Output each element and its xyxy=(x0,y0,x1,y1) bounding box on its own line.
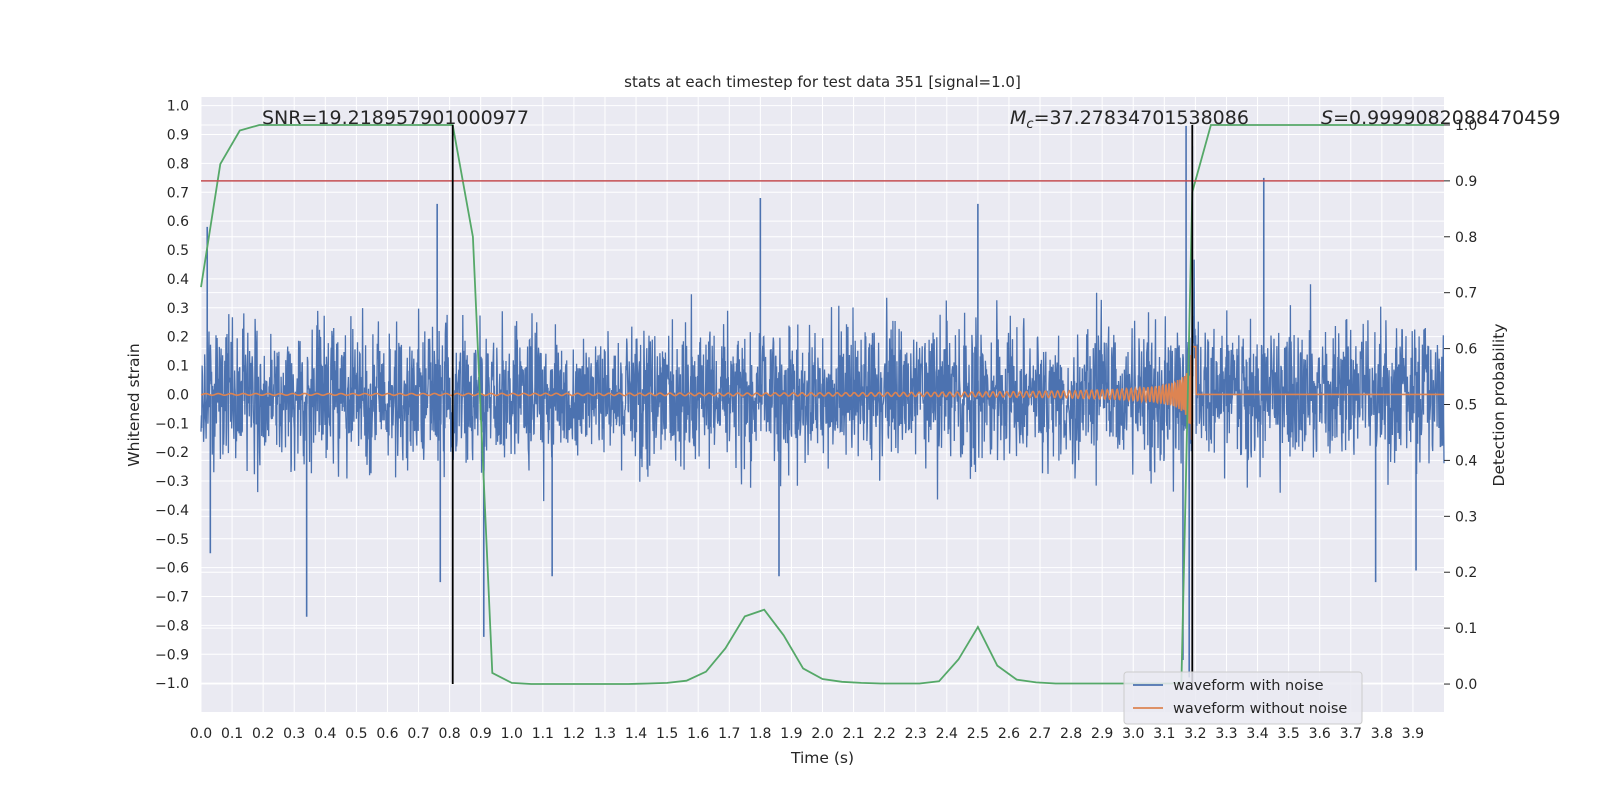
y-tick-label: −0.5 xyxy=(155,532,189,548)
x-tick-label: 0.4 xyxy=(314,726,336,742)
y-tick-label: −0.9 xyxy=(155,647,189,663)
y-tick-label: −0.6 xyxy=(155,561,189,577)
threshold-and-markers xyxy=(201,124,1444,685)
x-tick-label: 2.6 xyxy=(998,726,1020,742)
x-tick-label: 2.9 xyxy=(1091,726,1113,742)
x-tick-label: 1.1 xyxy=(532,726,554,742)
x-tick-label: 0.6 xyxy=(376,726,398,742)
x-tick-label: 3.5 xyxy=(1277,726,1299,742)
y-tick-label: 0.9 xyxy=(167,128,189,144)
x-tick-label: 3.4 xyxy=(1246,726,1268,742)
noise-waveform-line xyxy=(200,259,1445,502)
x-tick-label: 3.3 xyxy=(1215,726,1237,742)
x-tick-label: 0.2 xyxy=(252,726,274,742)
y2-tick-label: 0.7 xyxy=(1455,286,1477,302)
legend-label-noise: waveform with noise xyxy=(1173,678,1324,694)
x-tick-label: 2.5 xyxy=(967,726,989,742)
x-tick-label: 0.0 xyxy=(190,726,212,742)
series-detection-probability xyxy=(200,124,1444,685)
x-tick-label: 3.7 xyxy=(1340,726,1362,742)
snr-annotation: SNR=19.218957901000977 xyxy=(262,107,529,129)
y2-tick-label: 0.3 xyxy=(1455,509,1477,525)
y2-tick-label: 0.4 xyxy=(1455,453,1477,469)
clean-waveform-line xyxy=(200,345,1444,440)
x-tick-label: 3.0 xyxy=(1122,726,1144,742)
y2-tick-label: 0.8 xyxy=(1455,230,1477,246)
y-tick-label: 1.0 xyxy=(167,99,189,115)
x-tick-label: 2.8 xyxy=(1060,726,1082,742)
y-tick-label: 0.1 xyxy=(167,359,189,375)
x-tick-label: 2.0 xyxy=(811,726,833,742)
x-tick-label: 0.5 xyxy=(345,726,367,742)
y-tick-label: −0.7 xyxy=(155,590,189,606)
y-tick-label: −0.8 xyxy=(155,618,189,634)
score-annotation: S=0.9999082088470459 xyxy=(1321,107,1561,129)
x-tick-label: 1.6 xyxy=(687,726,709,742)
y-tick-labels: 1.0 0.9 0.8 0.7 0.6 0.5 0.4 0.3 0.2 0.1 0.0 −0.1 −0.… xyxy=(155,99,189,692)
x-tick-label: 1.0 xyxy=(501,726,523,742)
x-tick-label: 1.3 xyxy=(594,726,616,742)
x-tick-labels: 0.0 0.1 0.2 0.3 0.4 0.5 0.6 0.7 0.8 0.9 1.0 1.1 1.2 1… xyxy=(190,726,1424,742)
chirp-mass-value: =37.27834701538086 xyxy=(1034,107,1249,129)
x-tick-label: 2.3 xyxy=(905,726,927,742)
x-tick-label: 2.2 xyxy=(874,726,896,742)
y-tick-label: −0.1 xyxy=(155,416,189,432)
x-tick-label: 2.7 xyxy=(1029,726,1051,742)
x-axis-label: Time (s) xyxy=(790,749,854,767)
legend-box xyxy=(1123,671,1363,725)
y-tick-label: 0.3 xyxy=(167,301,189,317)
legend: waveform with noise waveform without noi… xyxy=(1123,671,1363,725)
x-tick-label: 1.4 xyxy=(625,726,647,742)
x-tick-label: 0.1 xyxy=(221,726,243,742)
x-tick-label: 0.3 xyxy=(283,726,305,742)
y-tick-label: 0.5 xyxy=(167,243,189,259)
chirp-mass-subscript: c xyxy=(1026,117,1033,132)
chart-title: stats at each timestep for test data 351… xyxy=(624,73,1021,91)
x-tick-label: 1.5 xyxy=(656,726,678,742)
y2-axis-label: Detection probability xyxy=(1490,324,1508,487)
y2-tick-label: 1.0 xyxy=(1455,118,1477,134)
x-tick-label: 0.8 xyxy=(438,726,460,742)
series-waveform-without-noise xyxy=(200,345,1444,440)
y2-tick-label: 0.1 xyxy=(1455,621,1477,637)
x-tick-label: 3.1 xyxy=(1153,726,1175,742)
y-axis-label: Whitened strain xyxy=(125,343,143,466)
x-tick-label: 3.2 xyxy=(1184,726,1206,742)
x-tick-label: 2.1 xyxy=(842,726,864,742)
y-tick-label: −0.4 xyxy=(155,503,189,519)
y2-tick-label: 0.2 xyxy=(1455,565,1477,581)
y2-tick-label: 0.6 xyxy=(1455,342,1477,358)
y-tick-label: 0.7 xyxy=(167,185,189,201)
y2-tick-label: 0.5 xyxy=(1455,398,1477,414)
y-tick-label: 0.0 xyxy=(167,387,189,403)
y-tick-label: 0.4 xyxy=(167,272,189,288)
x-tick-label: 0.7 xyxy=(407,726,429,742)
y-tick-label: 0.2 xyxy=(167,330,189,346)
x-tick-label: 1.7 xyxy=(718,726,740,742)
y2-tick-label: 0.9 xyxy=(1455,174,1477,190)
x-tick-label: 3.9 xyxy=(1402,726,1424,742)
x-tick-label: 1.8 xyxy=(749,726,771,742)
x-tick-label: 2.4 xyxy=(936,726,958,742)
chirp-mass-symbol: M xyxy=(1010,107,1026,129)
x-tick-label: 1.2 xyxy=(563,726,585,742)
x-tick-label: 0.9 xyxy=(470,726,492,742)
legend-label-clean: waveform without noise xyxy=(1173,701,1347,717)
x-tick-label: 3.6 xyxy=(1309,726,1331,742)
y-tick-label: 0.6 xyxy=(167,214,189,230)
y2-tick-labels: 1.0 0.9 0.8 0.7 0.6 0.5 0.4 0.3 0.2 0.1 0.0 xyxy=(1444,118,1477,693)
y-tick-label: −1.0 xyxy=(155,676,189,692)
y-tick-label: 0.8 xyxy=(167,156,189,172)
chirp-mass-annotation: Mc=37.27834701538086 xyxy=(1010,107,1249,132)
detection-probability-line xyxy=(200,124,1444,685)
x-tick-label: 1.9 xyxy=(780,726,802,742)
x-tick-label: 3.8 xyxy=(1371,726,1393,742)
y-tick-label: −0.2 xyxy=(155,445,189,461)
score-symbol: S xyxy=(1321,107,1333,129)
score-value: =0.9999082088470459 xyxy=(1333,107,1560,129)
y2-tick-label: 0.0 xyxy=(1455,677,1477,693)
y-tick-label: −0.3 xyxy=(155,474,189,490)
